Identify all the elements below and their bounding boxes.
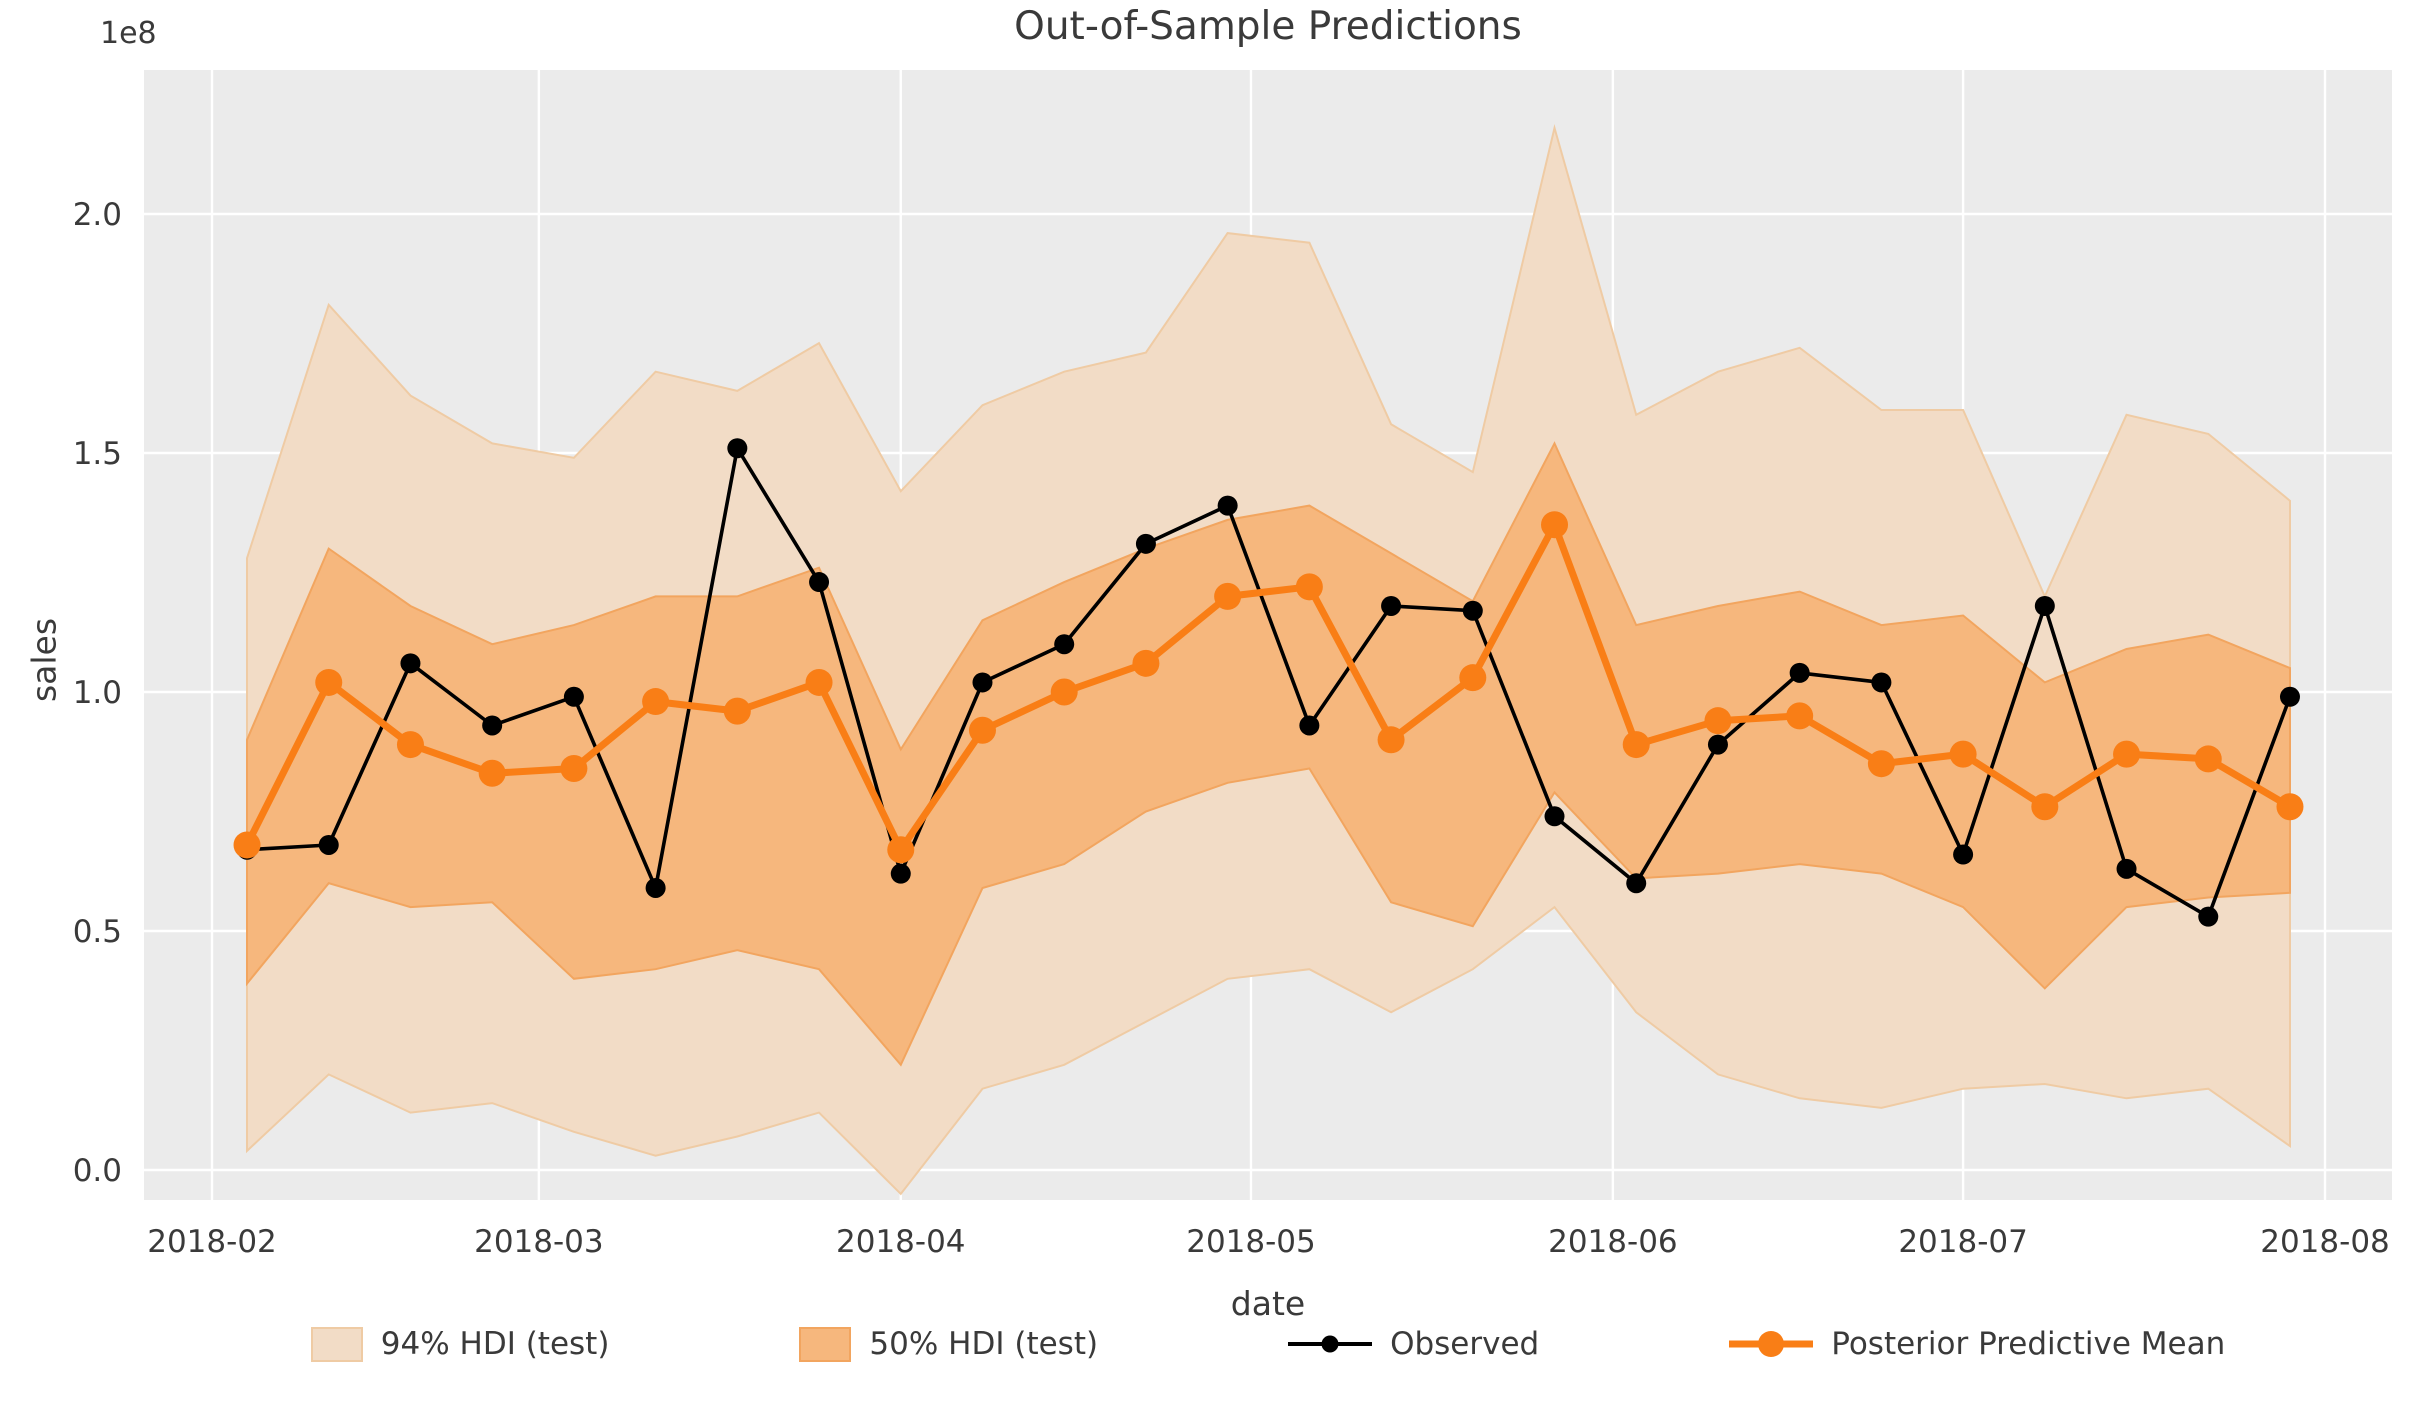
hdi50-swatch-icon (799, 1326, 852, 1362)
observed-marker-icon (1288, 1329, 1373, 1359)
mean-point (887, 836, 915, 864)
y-axis-label: sales (24, 617, 64, 703)
x-tick-label: 2018-06 (1548, 1224, 1678, 1260)
legend-item-hdi94: 94% HDI (test) (310, 1326, 610, 1362)
mean-point (2113, 740, 2141, 768)
x-tick-label: 2018-04 (836, 1224, 966, 1260)
observed-point (1135, 533, 1156, 554)
observed-point (1544, 806, 1565, 827)
mean-point (805, 668, 833, 696)
mean-point (2276, 793, 2304, 821)
observed-point (727, 438, 748, 459)
mean-point (2194, 745, 2222, 773)
observed-point (1707, 734, 1728, 755)
mean-point (1867, 750, 1895, 778)
mean-line (243, 521, 2294, 854)
mean-series (233, 511, 2304, 864)
observed-point (1217, 495, 1238, 516)
observed-point (890, 863, 911, 884)
mean-point (1459, 664, 1487, 692)
mean-point (1050, 678, 1078, 706)
observed-point (1054, 634, 1075, 655)
mean-point (478, 759, 506, 787)
mean-point (1214, 582, 1242, 610)
observed-point (563, 686, 584, 707)
observed-point (809, 572, 830, 593)
mean-point (1377, 726, 1405, 754)
observed-point (1626, 873, 1647, 894)
observed-point (2198, 906, 2219, 927)
legend-label: Observed (1390, 1326, 1540, 1362)
y-tick-label: 0.0 (73, 1153, 122, 1189)
observed-point (2034, 595, 2055, 616)
x-axis-label: date (1230, 1284, 1306, 1323)
y-tick-label: 1.0 (73, 675, 122, 711)
mean-point (968, 716, 996, 744)
mean-point (1949, 740, 1977, 768)
observed-point (1953, 844, 1974, 865)
mean-point (1295, 573, 1323, 601)
legend: 94% HDI (test) 50% HDI (test) Observed P… (144, 1326, 2392, 1362)
hdi94-swatch-icon (310, 1326, 363, 1362)
observed-point (1462, 600, 1483, 621)
observed-point (1871, 672, 1892, 693)
mean-point (396, 731, 424, 759)
x-tick-label: 2018-02 (147, 1224, 277, 1260)
mean-point (1541, 511, 1569, 539)
y-axis-offset-text: 1e8 (100, 16, 157, 51)
mean-point (233, 831, 261, 859)
observed-point (482, 715, 503, 736)
mean-point (723, 697, 751, 725)
mean-point (1704, 707, 1732, 735)
mean-point (1622, 731, 1650, 759)
mean-point (2031, 793, 2059, 821)
y-tick-label: 0.5 (73, 914, 122, 950)
chart-title: Out-of-Sample Predictions (1014, 4, 1522, 49)
mean-point (1132, 649, 1160, 677)
observed-point (318, 834, 339, 855)
legend-item-observed: Observed (1288, 1326, 1539, 1362)
legend-label: 50% HDI (test) (869, 1326, 1099, 1362)
mean-marker-icon (1729, 1329, 1814, 1359)
x-tick-label: 2018-03 (474, 1224, 604, 1260)
legend-item-hdi50: 50% HDI (test) (799, 1326, 1098, 1362)
observed-point (2116, 858, 2137, 879)
legend-label: 94% HDI (test) (380, 1326, 610, 1362)
observed-point (1789, 662, 1810, 683)
mean-point (1786, 702, 1814, 730)
hdi-50-band (246, 441, 2291, 1067)
observed-point (400, 653, 421, 674)
mean-point (560, 754, 588, 782)
observed-line (245, 446, 2292, 919)
hdi-bands (246, 124, 2291, 1196)
observed-point (972, 672, 993, 693)
x-tick-label: 2018-08 (2260, 1224, 2390, 1260)
legend-item-mean: Posterior Predictive Mean (1729, 1326, 2225, 1362)
observed-point (645, 877, 666, 898)
observed-point (2279, 686, 2300, 707)
x-tick-label: 2018-05 (1186, 1224, 1316, 1260)
x-tick-label: 2018-07 (1898, 1224, 2028, 1260)
mean-point (315, 668, 343, 696)
legend-label: Posterior Predictive Mean (1831, 1326, 2226, 1362)
mean-point (642, 688, 670, 716)
y-tick-label: 1.5 (73, 436, 122, 472)
observed-point (1299, 715, 1320, 736)
y-tick-label: 2.0 (73, 197, 122, 233)
observed-point (1381, 595, 1402, 616)
observed-series (237, 438, 2300, 927)
